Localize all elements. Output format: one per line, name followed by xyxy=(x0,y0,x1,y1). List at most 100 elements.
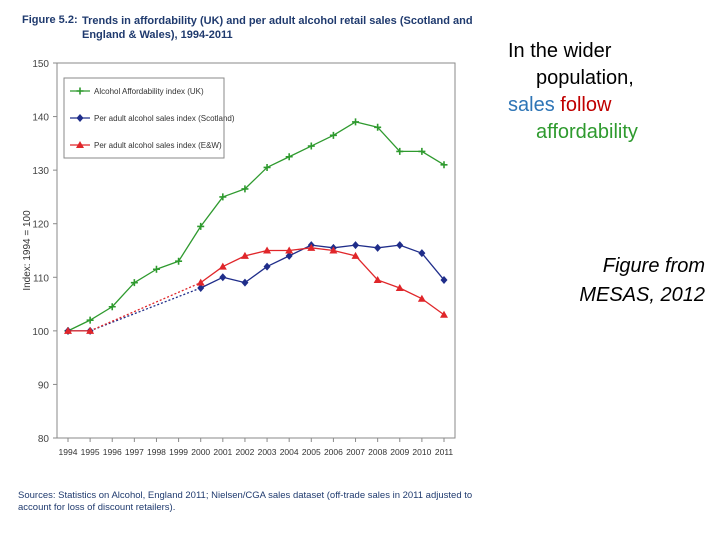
series-0-point xyxy=(329,131,337,139)
series-2-point xyxy=(417,294,426,302)
x-tick-label: 2011 xyxy=(435,447,454,457)
y-tick-label: 90 xyxy=(38,380,50,391)
series-2-segment xyxy=(244,249,268,257)
series-2-point xyxy=(351,251,360,259)
series-0-segment xyxy=(178,226,202,262)
x-tick-label: 2009 xyxy=(390,447,409,457)
series-2-point xyxy=(285,246,294,254)
series-2-segment xyxy=(222,255,246,268)
series-1-segment xyxy=(399,244,423,254)
y-tick-label: 120 xyxy=(32,220,49,231)
series-0-point xyxy=(86,316,94,324)
series-0-point xyxy=(130,279,138,287)
series-2-segment xyxy=(333,249,356,257)
series-0-point xyxy=(418,147,426,155)
series-2-point xyxy=(373,275,382,283)
x-tick-label: 1997 xyxy=(125,447,144,457)
series-0-segment xyxy=(156,260,179,270)
side-text-word-follow: follow xyxy=(560,94,612,116)
x-tick-label: 2003 xyxy=(258,447,277,457)
y-tick-label: 130 xyxy=(32,166,49,177)
series-1-segment xyxy=(355,244,378,249)
series-2-segment xyxy=(355,255,379,281)
credit-line-2: MESAS, 2012 xyxy=(579,284,705,306)
series-0-segment xyxy=(311,134,334,147)
side-text-word-sales: sales xyxy=(508,94,555,116)
series-0-point xyxy=(374,123,382,131)
legend-label-0: Alcohol Affordability index (UK) xyxy=(94,87,204,96)
series-1-segment xyxy=(311,244,334,249)
series-0-segment xyxy=(266,156,290,169)
series-2-segment xyxy=(377,279,400,289)
x-tick-label: 1998 xyxy=(147,447,166,457)
x-tick-label: 2000 xyxy=(191,447,210,457)
chart-title: Trends in affordability (UK) and per adu… xyxy=(82,15,473,41)
series-2-point xyxy=(307,243,316,251)
series-0-point xyxy=(352,118,360,126)
x-tick-label: 2001 xyxy=(213,447,232,457)
series-1-point xyxy=(374,243,382,252)
legend-label-2: Per adult alcohol sales index (E&W) xyxy=(94,141,222,150)
series-1-segment xyxy=(377,244,400,249)
y-axis-label: Index: 1994 = 100 xyxy=(22,210,33,291)
series-0-segment xyxy=(89,306,113,321)
series-1-point xyxy=(396,241,404,250)
side-text-word-affordability: affordability xyxy=(536,121,638,143)
series-1-segment xyxy=(266,255,290,268)
y-tick-label: 80 xyxy=(38,434,50,445)
series-1-point xyxy=(241,278,249,287)
series-2-point xyxy=(86,326,95,334)
series-0-point xyxy=(263,163,271,171)
series-1-segment xyxy=(421,252,445,281)
series-1-segment xyxy=(200,276,224,289)
series-2-point xyxy=(64,326,72,334)
side-text-line-1: In the wider xyxy=(508,40,612,62)
series-1-point xyxy=(197,284,205,292)
series-0-point xyxy=(108,303,116,311)
x-tick-label: 1996 xyxy=(103,447,122,457)
series-1-point xyxy=(219,273,227,282)
x-tick-label: 2006 xyxy=(324,447,343,457)
y-tick-label: 140 xyxy=(32,113,49,124)
x-tick-label: 1994 xyxy=(59,447,78,457)
side-text-line-2: population, xyxy=(536,67,634,89)
series-0-segment xyxy=(244,166,268,190)
series-0-segment xyxy=(67,319,91,332)
series-0-point xyxy=(152,265,160,273)
series-0-segment xyxy=(333,121,356,136)
y-tick-label: 110 xyxy=(33,273,49,284)
legend-box xyxy=(63,77,225,159)
series-0-point xyxy=(219,193,227,201)
x-tick-label: 2005 xyxy=(302,447,321,457)
series-0-segment xyxy=(134,268,157,284)
series-0-point xyxy=(440,161,448,169)
series-2-point xyxy=(440,310,448,318)
figure-label: Figure 5.2: xyxy=(22,14,78,26)
side-text: In the wider population, sales follow af… xyxy=(508,38,708,146)
series-0-segment xyxy=(377,126,401,152)
series-1-segment xyxy=(333,244,356,249)
series-2-segment xyxy=(289,247,312,252)
series-1-point xyxy=(352,241,360,250)
series-0-segment xyxy=(421,150,445,166)
x-tick-label: 1999 xyxy=(169,447,188,457)
x-tick-label: 2002 xyxy=(235,447,254,457)
series-2-segment xyxy=(399,287,423,300)
side-text-line-3: sales follow xyxy=(508,92,708,119)
legend-marker-0 xyxy=(76,87,84,95)
series-0-point xyxy=(396,147,404,155)
x-tick-label: 2007 xyxy=(346,447,365,457)
series-2-point xyxy=(218,262,227,270)
series-1-point xyxy=(440,275,448,284)
x-tick-label: 2004 xyxy=(280,447,299,457)
series-0-point xyxy=(175,257,183,265)
series-2-point xyxy=(395,284,404,291)
source-note: Sources: Statistics on Alcohol, England … xyxy=(18,490,473,513)
series-0-point xyxy=(197,222,205,230)
series-0-point xyxy=(307,142,315,150)
series-1-segment xyxy=(222,276,246,284)
figure-credit: Figure from MESAS, 2012 xyxy=(510,252,705,310)
series-2-segment xyxy=(311,247,334,252)
series-1-segment xyxy=(244,266,268,284)
